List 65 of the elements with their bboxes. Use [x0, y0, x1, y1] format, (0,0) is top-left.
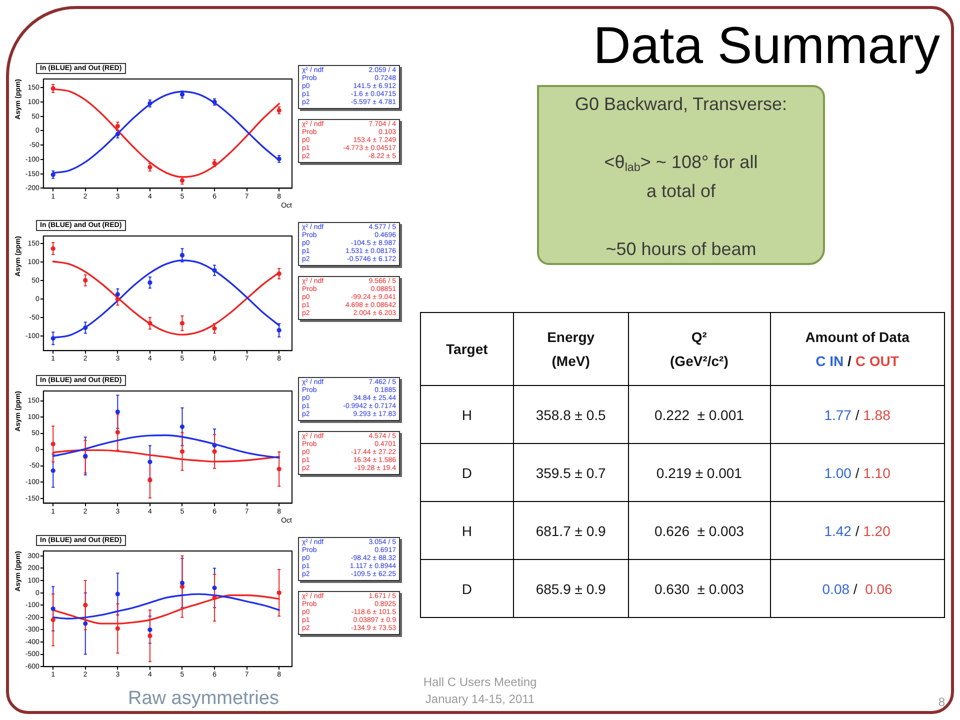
point — [115, 430, 120, 435]
point — [50, 618, 56, 622]
text: 358.8 ± 0.5 — [536, 406, 606, 422]
text: G0 Backward, Transverse: <θ$_{lab}$> ~ 108° for all a total of ~50 hours of beam — [574, 94, 788, 259]
category-label: Energy (MeV) — [546, 328, 596, 371]
point — [180, 424, 185, 430]
text: 0.222 ± 0.001 — [654, 406, 744, 422]
point — [212, 443, 217, 448]
text: 685.9 ± 0.9 — [536, 580, 606, 596]
point — [276, 466, 282, 472]
point — [148, 460, 152, 464]
text: 0.219 ± 0.001 — [656, 464, 742, 480]
point — [180, 449, 185, 454]
text: Raw asymmetries — [128, 688, 279, 710]
point — [276, 328, 282, 333]
text: H — [462, 522, 472, 538]
text: 8 — [937, 695, 945, 709]
text: 1.42 / 1.20 — [824, 522, 890, 538]
point — [50, 468, 56, 473]
point — [276, 590, 282, 596]
point — [115, 592, 120, 596]
point — [50, 246, 56, 251]
text: D — [462, 464, 472, 480]
text: 0.08 / 0.06 — [822, 580, 892, 596]
point — [50, 86, 56, 91]
point — [83, 278, 88, 283]
point — [180, 580, 185, 586]
point — [148, 627, 152, 632]
category-label: Amount of Data C IN / C OUT — [804, 328, 910, 369]
point — [115, 292, 120, 297]
point — [212, 449, 217, 454]
category-label: Target — [445, 340, 489, 359]
text: 1.77 / 1.88 — [824, 406, 890, 422]
point — [180, 584, 185, 589]
point — [115, 296, 120, 302]
point — [115, 410, 120, 414]
text: H — [462, 406, 472, 422]
point — [83, 325, 88, 330]
text: D — [462, 580, 472, 596]
category-label: Q² (GeV²/c²) — [669, 328, 730, 371]
point — [276, 271, 282, 276]
point — [180, 252, 185, 258]
text: 1.00 / 1.10 — [824, 464, 890, 480]
point — [50, 442, 56, 446]
point — [212, 595, 217, 600]
point — [148, 634, 152, 638]
point — [212, 586, 217, 590]
text: Data Summary — [593, 17, 940, 75]
point — [50, 336, 56, 341]
point — [50, 606, 56, 612]
point — [148, 478, 152, 482]
point — [115, 124, 120, 128]
point — [148, 280, 152, 285]
text: Hall C Users Meeting January 14-15, 2011 — [422, 674, 538, 708]
text: 681.7 ± 0.9 — [536, 522, 606, 538]
point — [212, 326, 217, 331]
text: 359.5 ± 0.7 — [536, 464, 606, 480]
point — [83, 602, 88, 608]
point — [180, 320, 185, 326]
point — [148, 320, 152, 326]
point — [83, 621, 88, 626]
point — [212, 268, 217, 273]
point — [115, 626, 120, 631]
text: 0.630 ± 0.003 — [654, 580, 744, 596]
text: 0.626 ± 0.003 — [654, 522, 744, 538]
